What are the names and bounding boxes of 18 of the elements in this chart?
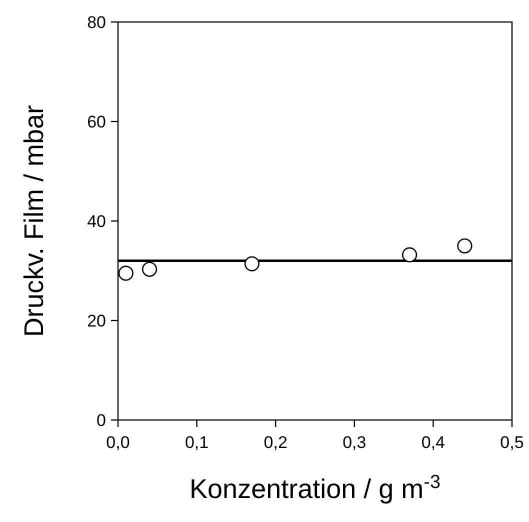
point — [244, 256, 260, 272]
y-tick-label: 0 — [96, 411, 106, 430]
point — [457, 238, 472, 254]
y-tick-label: 40 — [87, 212, 106, 231]
y-tick-label: 80 — [87, 13, 106, 32]
point — [402, 247, 418, 262]
x-tick-label: 0,0 — [106, 433, 130, 452]
y-tick-label: 60 — [87, 112, 106, 132]
x-tick-label: 0,3 — [342, 433, 366, 452]
x-tick-label: 0,2 — [264, 433, 288, 452]
x-tick-label: 0,4 — [421, 433, 446, 452]
y-axis-title: Druckv. Film / mbar — [19, 104, 49, 338]
y-tick-label: 20 — [87, 312, 106, 330]
x-tick-label: 0,5 — [500, 433, 524, 452]
x-axis-title: Konzentration / g m$^{-3}$ — [190, 472, 440, 504]
point — [118, 266, 134, 281]
point — [142, 262, 158, 277]
x-tick-label: 0,1 — [184, 433, 209, 452]
